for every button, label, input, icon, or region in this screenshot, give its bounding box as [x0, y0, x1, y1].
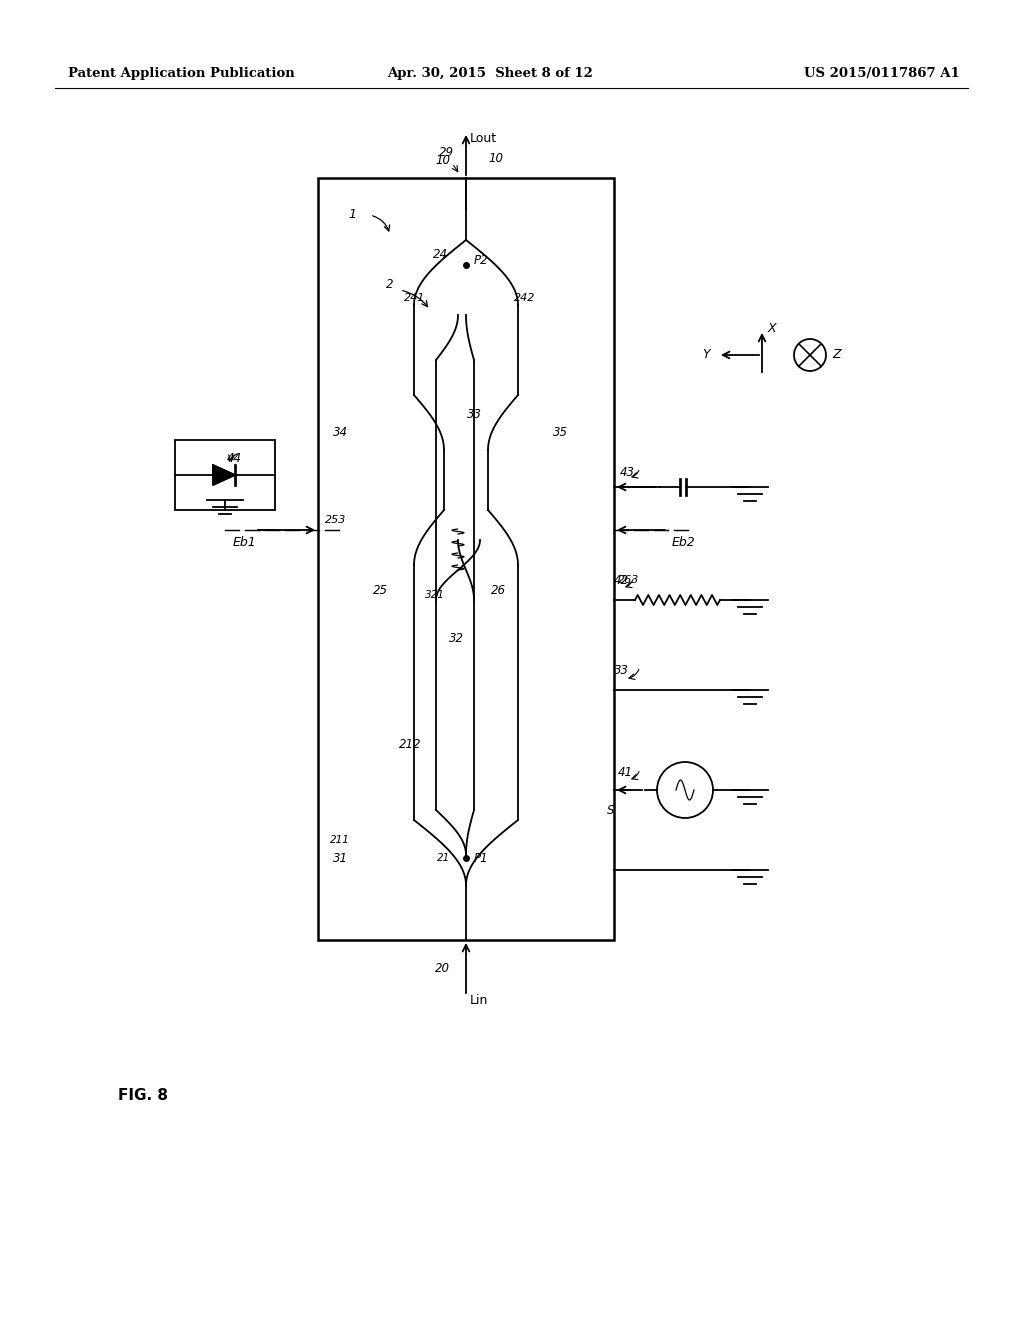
Text: 10: 10: [488, 152, 503, 165]
Text: 2: 2: [386, 279, 394, 292]
Text: Z: Z: [831, 348, 841, 362]
Text: 241: 241: [404, 293, 426, 304]
Text: 212: 212: [398, 738, 421, 751]
Text: 26: 26: [490, 583, 506, 597]
Text: Y: Y: [702, 348, 710, 362]
Bar: [352, 531, 545, 760]
Text: 43: 43: [620, 466, 635, 479]
Text: Apr. 30, 2015  Sheet 8 of 12: Apr. 30, 2015 Sheet 8 of 12: [387, 67, 593, 81]
Text: 263: 263: [618, 576, 639, 585]
Text: 211: 211: [330, 836, 350, 845]
Text: P2: P2: [474, 255, 488, 268]
Text: 31: 31: [333, 851, 347, 865]
Text: 32: 32: [449, 631, 464, 644]
Text: Lout: Lout: [470, 132, 497, 144]
Text: 1: 1: [348, 209, 356, 222]
Text: S: S: [606, 804, 614, 817]
Text: 44: 44: [227, 451, 242, 465]
Text: 33: 33: [614, 664, 629, 676]
Text: 242: 242: [514, 293, 536, 304]
Text: 29: 29: [438, 145, 454, 158]
Text: 41: 41: [618, 766, 633, 779]
Text: 42: 42: [614, 573, 629, 586]
Text: P1: P1: [474, 851, 488, 865]
Text: 20: 20: [435, 961, 450, 974]
Text: Lin: Lin: [470, 994, 488, 1006]
Text: 34: 34: [333, 425, 347, 438]
Text: FIG. 8: FIG. 8: [118, 1088, 168, 1102]
Text: 321: 321: [425, 590, 445, 601]
Bar: [175, 440, 275, 510]
Text: Eb1: Eb1: [233, 536, 257, 549]
Text: US 2015/0117867 A1: US 2015/0117867 A1: [804, 67, 961, 81]
Text: 25: 25: [373, 583, 387, 597]
Text: X: X: [768, 322, 776, 334]
Text: 21: 21: [437, 853, 451, 863]
Text: 10: 10: [435, 153, 450, 166]
Bar: [318, 178, 614, 940]
Bar: [330, 840, 600, 870]
Bar: [352, 395, 600, 540]
Text: Patent Application Publication: Patent Application Publication: [68, 67, 295, 81]
Text: Eb2: Eb2: [672, 536, 695, 549]
Text: 24: 24: [432, 248, 447, 261]
Text: 35: 35: [553, 425, 567, 438]
Text: 33: 33: [467, 408, 481, 421]
Text: 253: 253: [325, 515, 346, 525]
Polygon shape: [213, 465, 234, 484]
